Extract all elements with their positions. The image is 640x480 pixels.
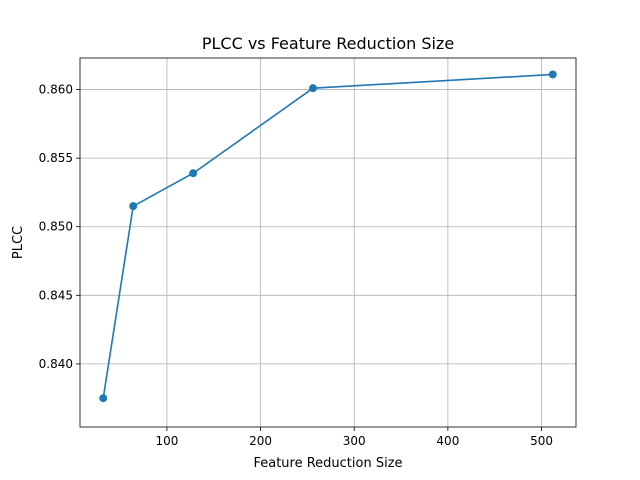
y-tick-label: 0.860 bbox=[39, 83, 73, 97]
x-tick-label: 200 bbox=[249, 434, 272, 448]
y-tick-label: 0.840 bbox=[39, 357, 73, 371]
y-tick-label: 0.850 bbox=[39, 220, 73, 234]
data-point bbox=[189, 169, 198, 178]
series-line bbox=[102, 73, 553, 399]
x-tick-label: 500 bbox=[530, 434, 553, 448]
data-point bbox=[309, 84, 318, 93]
plot-frame bbox=[79, 57, 577, 428]
data-point bbox=[129, 202, 138, 211]
y-axis-label: PLCC bbox=[11, 226, 26, 259]
chart-title: PLCC vs Feature Reduction Size bbox=[202, 34, 454, 53]
x-tick-label: 100 bbox=[155, 434, 178, 448]
y-tick-label: 0.845 bbox=[39, 288, 73, 302]
x-tick-label: 300 bbox=[343, 434, 366, 448]
grid-lines bbox=[80, 58, 576, 427]
y-tick-label: 0.855 bbox=[39, 151, 73, 165]
x-axis-label: Feature Reduction Size bbox=[253, 456, 402, 471]
data-point bbox=[548, 70, 557, 79]
axis-ticks: 100 200 300 400 500 0.840 0.845 0.850 0.855 0.860 bbox=[39, 83, 553, 448]
series-plot bbox=[99, 70, 557, 403]
x-tick-label: 400 bbox=[436, 434, 459, 448]
data-point bbox=[99, 394, 108, 403]
